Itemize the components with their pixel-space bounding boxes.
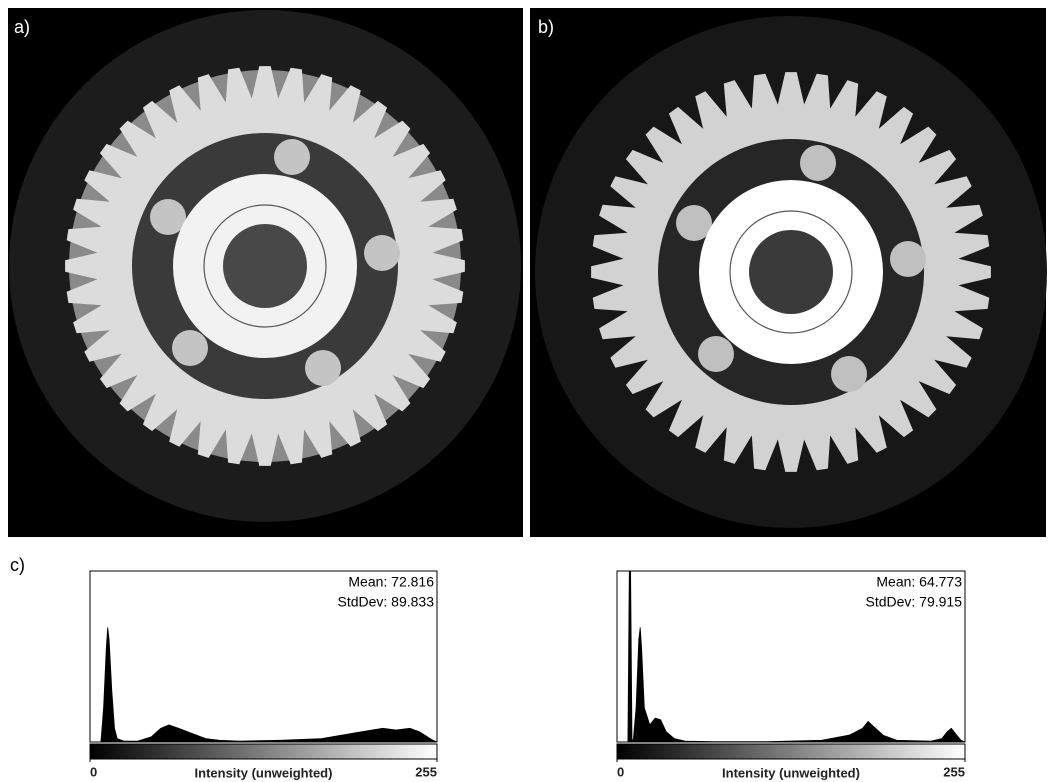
pin	[305, 350, 341, 386]
x-axis-label: Intensity (unweighted)	[195, 765, 333, 780]
pin	[364, 235, 400, 271]
figure: a) b) c) 0 255 Intensity (unweighted) Mean:…	[0, 0, 1049, 782]
ct-slice	[535, 16, 1047, 528]
statistic: Mean: 72.816	[348, 574, 434, 590]
statistic: Mean: 64.773	[876, 574, 962, 590]
pin	[172, 330, 208, 366]
panel-label: c)	[10, 555, 25, 575]
intensity-scale	[617, 744, 965, 759]
statistic: StdDev: 79.915	[865, 594, 962, 610]
x-tick-label: 0	[617, 764, 624, 779]
pin	[890, 241, 926, 277]
core	[749, 230, 833, 314]
statistic: StdDev: 89.833	[337, 594, 434, 610]
pin	[800, 145, 836, 181]
pin	[274, 139, 310, 175]
pin	[831, 356, 867, 392]
core	[223, 224, 307, 308]
x-tick-label: 0	[90, 764, 97, 779]
x-tick-label: 255	[943, 764, 965, 779]
ct-slice	[9, 10, 521, 522]
page: a) b) c) 0 255 Intensity (unweighted) Mean:…	[0, 0, 1049, 782]
intensity-scale	[90, 744, 437, 759]
pin	[698, 336, 734, 372]
x-tick-label: 255	[415, 764, 437, 779]
panel-label: a)	[14, 17, 30, 37]
x-axis-label: Intensity (unweighted)	[722, 765, 860, 780]
panel-label: b)	[538, 17, 554, 37]
